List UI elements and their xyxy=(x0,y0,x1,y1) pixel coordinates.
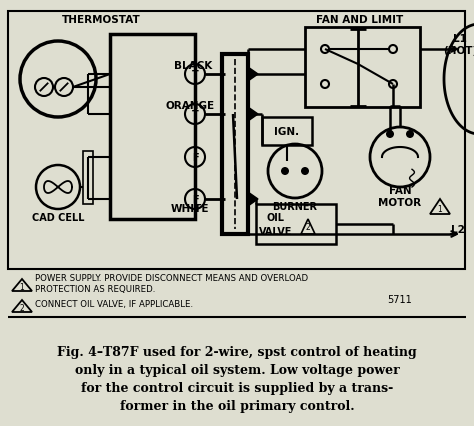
Text: L1
(HOT): L1 (HOT) xyxy=(443,34,474,56)
Circle shape xyxy=(406,131,414,139)
Text: F: F xyxy=(191,195,198,204)
Text: POWER SUPPLY. PROVIDE DISCONNECT MEANS AND OVERLOAD
PROTECTION AS REQUIRED.: POWER SUPPLY. PROVIDE DISCONNECT MEANS A… xyxy=(35,273,308,294)
Bar xyxy=(8,12,465,269)
Bar xyxy=(262,118,312,146)
Text: T: T xyxy=(191,110,199,120)
Bar xyxy=(256,204,336,245)
Text: Fig. 4–T87F used for 2-wire, spst control of heating
only in a typical oil syste: Fig. 4–T87F used for 2-wire, spst contro… xyxy=(57,345,417,412)
Circle shape xyxy=(281,167,289,176)
Text: WHITE: WHITE xyxy=(171,204,209,213)
Text: F: F xyxy=(191,153,198,163)
Text: 5711: 5711 xyxy=(388,294,412,304)
Polygon shape xyxy=(248,193,258,207)
Text: OIL: OIL xyxy=(267,213,285,222)
Text: FAN AND LIMIT: FAN AND LIMIT xyxy=(316,15,404,25)
Circle shape xyxy=(386,131,394,139)
Polygon shape xyxy=(248,68,258,82)
Polygon shape xyxy=(248,108,258,122)
Text: CAD CELL: CAD CELL xyxy=(32,213,84,222)
Bar xyxy=(222,55,248,234)
Text: THERMOSTAT: THERMOSTAT xyxy=(62,15,141,25)
Bar xyxy=(83,152,93,204)
Text: 2: 2 xyxy=(19,304,24,313)
Text: L2: L2 xyxy=(451,225,465,234)
Text: BURNER: BURNER xyxy=(273,201,318,211)
Text: 1: 1 xyxy=(438,205,442,214)
Text: T: T xyxy=(191,70,199,80)
Text: 1: 1 xyxy=(19,283,24,292)
Text: FAN
MOTOR: FAN MOTOR xyxy=(378,186,421,207)
Bar xyxy=(110,35,195,219)
Circle shape xyxy=(301,167,309,176)
Text: BLACK: BLACK xyxy=(174,61,212,71)
Text: VALVE: VALVE xyxy=(259,227,292,236)
Text: 2: 2 xyxy=(306,223,310,232)
Bar xyxy=(305,28,420,108)
Text: ORANGE: ORANGE xyxy=(165,101,215,111)
Text: IGN.: IGN. xyxy=(274,127,300,137)
Text: CONNECT OIL VALVE, IF APPLICABLE.: CONNECT OIL VALVE, IF APPLICABLE. xyxy=(35,300,193,309)
